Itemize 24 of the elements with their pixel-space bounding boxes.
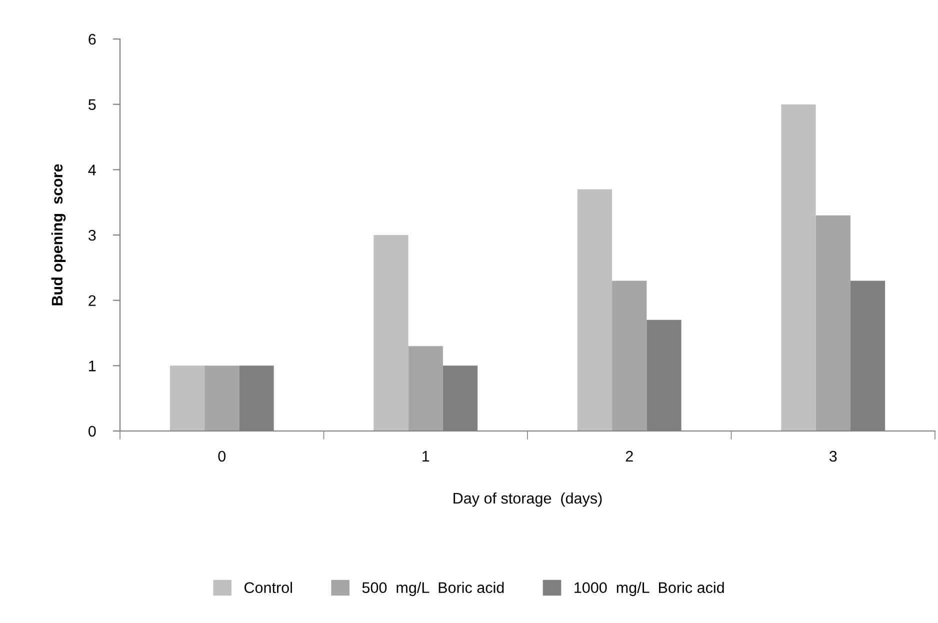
bar — [374, 235, 408, 431]
x-axis-title: Day of storage (days) — [454, 492, 602, 507]
bar — [612, 280, 647, 431]
x-tick-label: 0 — [218, 450, 226, 462]
bar — [170, 366, 205, 431]
bar — [408, 346, 443, 431]
bar — [577, 189, 612, 431]
legend-label: Control — [244, 582, 292, 594]
y-tick-label: 5 — [88, 99, 96, 110]
y-tick-label: 0 — [88, 426, 96, 437]
y-tick-label: 6 — [88, 34, 96, 45]
x-tick-label: 2 — [626, 450, 633, 462]
legend-label: 1000 mg/L Boric acid — [574, 582, 724, 596]
y-tick-label: 1 — [89, 360, 96, 372]
x-tick-label: 1 — [422, 451, 430, 462]
y-tick-label: 4 — [88, 164, 96, 176]
bar — [781, 104, 816, 431]
y-tick-label: 3 — [88, 230, 96, 241]
bar — [204, 366, 240, 431]
y-tick-label: 2 — [88, 295, 96, 306]
bar — [816, 215, 850, 431]
y-axis-title: Bud opening score — [51, 164, 66, 306]
legend-label: 500 mg/L Boric acid — [362, 582, 504, 596]
x-tick-label: 3 — [829, 450, 837, 462]
